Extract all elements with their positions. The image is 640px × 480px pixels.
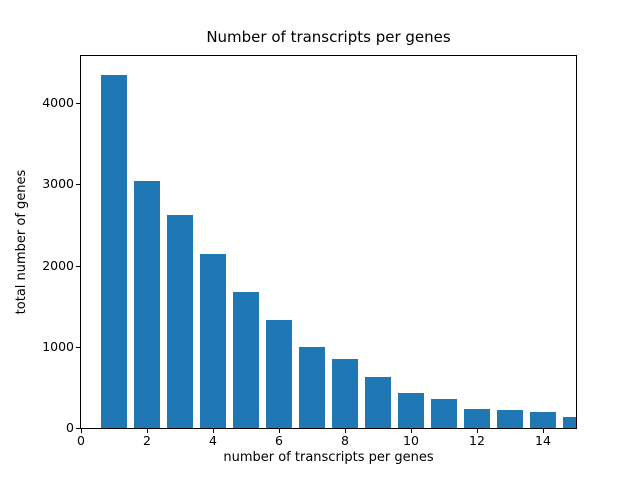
y-tick-mark-2000 — [76, 265, 80, 267]
x-tick-mark-4 — [213, 429, 214, 433]
y-tick-mark-4000 — [76, 103, 80, 105]
bar-x15 — [562, 417, 576, 428]
y-tick-mark-0 — [76, 428, 80, 429]
y-tick-label-1000: 1000 — [42, 338, 74, 354]
x-tick-mark-12 — [477, 429, 478, 433]
y-tick-label-4000: 4000 — [42, 95, 74, 111]
x-tick-mark-10 — [411, 429, 412, 433]
bar-x10 — [397, 393, 425, 428]
x-tick-label-4: 4 — [209, 433, 217, 448]
x-tick-label-12: 12 — [469, 433, 485, 448]
axes-frame — [80, 55, 577, 429]
chart-title: Number of transcripts per genes — [206, 28, 451, 46]
y-tick-mark-3000 — [76, 184, 80, 186]
plot-area — [81, 56, 576, 428]
bar-x8 — [331, 359, 359, 428]
bar-x4 — [199, 254, 227, 428]
x-tick-mark-2 — [147, 429, 148, 433]
bar-x6 — [265, 319, 293, 428]
bar-x5 — [232, 292, 260, 428]
bar-x12 — [463, 408, 491, 428]
bar-x11 — [430, 399, 458, 428]
x-tick-label-14: 14 — [535, 433, 551, 448]
x-axis-label: number of transcripts per genes — [223, 450, 434, 465]
x-tick-label-6: 6 — [275, 433, 283, 448]
x-tick-mark-14 — [543, 429, 544, 433]
y-axis-label: total number of genes — [14, 169, 29, 315]
x-tick-label-10: 10 — [403, 433, 419, 448]
y-tick-mark-1000 — [76, 346, 80, 348]
y-tick-label-2000: 2000 — [42, 257, 74, 273]
x-tick-label-8: 8 — [341, 433, 349, 448]
bar-x2 — [133, 181, 161, 428]
x-tick-mark-0 — [81, 429, 82, 433]
bar-x9 — [364, 376, 392, 428]
x-tick-label-2: 2 — [143, 433, 151, 448]
bar-x14 — [529, 411, 557, 428]
x-tick-mark-8 — [345, 429, 346, 433]
y-tick-label-3000: 3000 — [42, 176, 74, 192]
bar-x13 — [496, 409, 524, 428]
bar-x3 — [166, 215, 194, 428]
bar-x1 — [100, 74, 128, 428]
bar-x7 — [298, 347, 326, 428]
x-tick-label-0: 0 — [77, 433, 85, 448]
x-tick-mark-6 — [279, 429, 280, 433]
y-tick-label-0: 0 — [66, 420, 74, 435]
